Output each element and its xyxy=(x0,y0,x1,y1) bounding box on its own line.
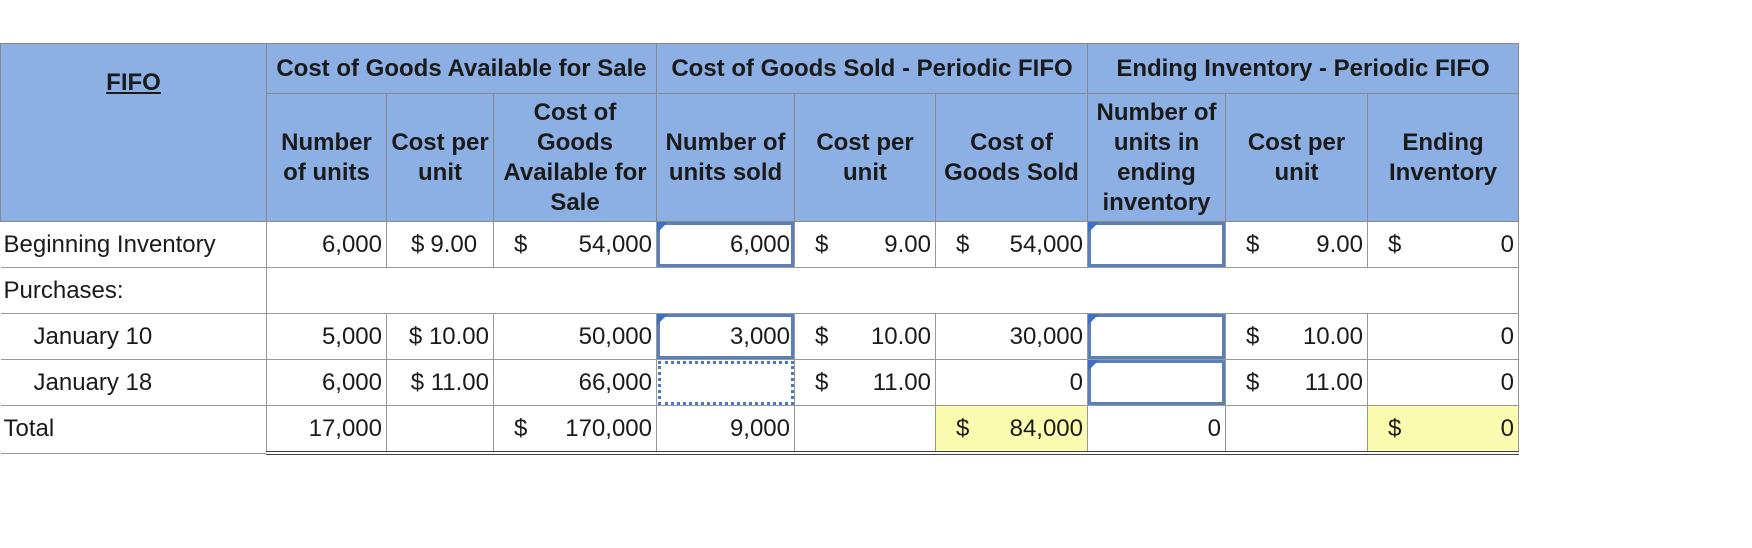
cogs-cell: 0 xyxy=(935,359,1088,406)
ending-cost-per-unit-cell: $11.00 xyxy=(1225,359,1368,406)
ending-inventory-cell: 0 xyxy=(1367,359,1519,406)
sold-cost-per-unit-value: 11.00 xyxy=(872,368,931,396)
cogas-value: 54,000 xyxy=(578,230,652,258)
dollar-sign: $ xyxy=(956,230,970,258)
group-header-cogs: Cost of Goods Sold - Periodic FIFO xyxy=(656,43,1088,94)
col-header-cogs: Cost of Goods Sold xyxy=(935,93,1088,222)
ending-inventory-cell: 0 xyxy=(1367,313,1519,360)
row-label-total: Total xyxy=(0,405,267,454)
dollar-sign: $ xyxy=(1246,230,1260,258)
total-ending-units-cell: 0 xyxy=(1087,405,1226,455)
total-ending-inventory-cell: $0 xyxy=(1367,405,1519,455)
ending-units-input[interactable] xyxy=(1087,313,1226,360)
row-label-jan18: January 18 xyxy=(0,359,267,406)
cost-per-unit-cell: $ 10.00 xyxy=(386,313,494,360)
ending-cost-per-unit-value: 11.00 xyxy=(1304,368,1363,396)
row-label-jan10: January 10 xyxy=(0,313,267,360)
dollar-sign: $ xyxy=(514,414,528,442)
total-cogs-value: 84,000 xyxy=(1009,414,1083,442)
ending-units-input[interactable] xyxy=(1087,221,1226,268)
sold-cost-per-unit-cell: $11.00 xyxy=(794,359,936,406)
dollar-sign: $ xyxy=(1388,414,1402,442)
dollar-sign: $ xyxy=(411,230,425,258)
dollar-sign: $ xyxy=(815,230,829,258)
ending-inventory-value: 0 xyxy=(1500,230,1514,258)
ending-cost-per-unit-cell: $10.00 xyxy=(1225,313,1368,360)
total-cost-per-unit-cell xyxy=(386,405,494,455)
units-cell: 5,000 xyxy=(266,313,387,360)
dollar-sign: $ xyxy=(956,414,970,442)
dollar-sign: $ xyxy=(1246,368,1260,396)
dollar-sign: $ xyxy=(514,230,528,258)
dollar-sign: $ xyxy=(815,322,829,350)
table-row: Beginning Inventory 6,000 $9.00 $54,000 … xyxy=(0,221,1519,268)
cogas-cell: $54,000 xyxy=(493,221,657,268)
units-cell: 6,000 xyxy=(266,359,387,406)
cogs-cell: 30,000 xyxy=(935,313,1088,360)
total-sold-cost-per-unit-cell xyxy=(794,405,936,455)
ending-cost-per-unit-cell: $9.00 xyxy=(1225,221,1368,268)
cost-per-unit-value: 9.00 xyxy=(430,230,478,258)
cost-per-unit-cell: $ 11.00 xyxy=(386,359,494,406)
sold-cost-per-unit-cell: $10.00 xyxy=(794,313,936,360)
ending-inventory-cell: $0 xyxy=(1367,221,1519,268)
cost-per-unit-cell: $9.00 xyxy=(386,221,494,268)
cogas-cell: 66,000 xyxy=(493,359,657,406)
col-header-ending-inventory: Ending Inventory xyxy=(1367,93,1519,222)
units-sold-input[interactable]: 6,000 xyxy=(656,221,795,268)
total-cogs-cell: $84,000 xyxy=(935,405,1088,455)
table-row: January 18 6,000 $ 11.00 66,000 $11.00 0… xyxy=(0,359,1519,406)
units-cell: 6,000 xyxy=(266,221,387,268)
sold-cost-per-unit-value: 10.00 xyxy=(870,322,931,350)
row-label-purchases: Purchases: xyxy=(0,267,267,314)
units-sold-input[interactable] xyxy=(656,359,795,406)
total-units-sold-cell: 9,000 xyxy=(656,405,795,455)
ending-units-input[interactable] xyxy=(1087,359,1226,406)
sold-cost-per-unit-value: 9.00 xyxy=(884,230,931,258)
dollar-sign: $ xyxy=(1246,322,1260,350)
total-cogas-value: 170,000 xyxy=(565,414,652,442)
fifo-table: FIFO Cost of Goods Available for Sale Co… xyxy=(0,43,1519,455)
units-sold-input[interactable]: 3,000 xyxy=(656,313,795,360)
purchases-spacer xyxy=(266,267,1519,314)
dollar-sign: $ xyxy=(815,368,829,396)
total-units-cell: 17,000 xyxy=(266,405,387,455)
table-row: January 10 5,000 $ 10.00 50,000 3,000 $1… xyxy=(0,313,1519,360)
total-ending-inventory-value: 0 xyxy=(1500,414,1514,442)
ending-cost-per-unit-value: 9.00 xyxy=(1316,230,1363,258)
cogs-cell: $54,000 xyxy=(935,221,1088,268)
col-header-sold-cost-per-unit: Cost per unit xyxy=(794,93,936,222)
total-ending-cost-per-unit-cell xyxy=(1225,405,1368,455)
col-header-cogas: Cost of Goods Available for Sale xyxy=(493,93,657,222)
ending-cost-per-unit-value: 10.00 xyxy=(1302,322,1363,350)
cogas-cell: 50,000 xyxy=(493,313,657,360)
dollar-sign: $ xyxy=(1388,230,1402,258)
col-header-ending-units: Number of units in ending inventory xyxy=(1087,93,1226,222)
group-header-goods-available: Cost of Goods Available for Sale xyxy=(266,43,657,94)
sold-cost-per-unit-cell: $9.00 xyxy=(794,221,936,268)
row-label-beginning: Beginning Inventory xyxy=(0,221,267,268)
cogs-value: 54,000 xyxy=(1009,230,1083,258)
table-row: Purchases: xyxy=(0,267,1519,314)
group-header-ending-inventory: Ending Inventory - Periodic FIFO xyxy=(1087,43,1519,94)
total-cogas-cell: $170,000 xyxy=(493,405,657,455)
col-header-units: Number of units xyxy=(266,93,387,222)
col-header-units-sold: Number of units sold xyxy=(656,93,795,222)
table-row-total: Total 17,000 $170,000 9,000 $84,000 0 $0 xyxy=(0,405,1519,455)
col-header-cost-per-unit: Cost per unit xyxy=(386,93,494,222)
col-header-ending-cost-per-unit: Cost per unit xyxy=(1225,93,1368,222)
fifo-title: FIFO xyxy=(0,43,267,222)
